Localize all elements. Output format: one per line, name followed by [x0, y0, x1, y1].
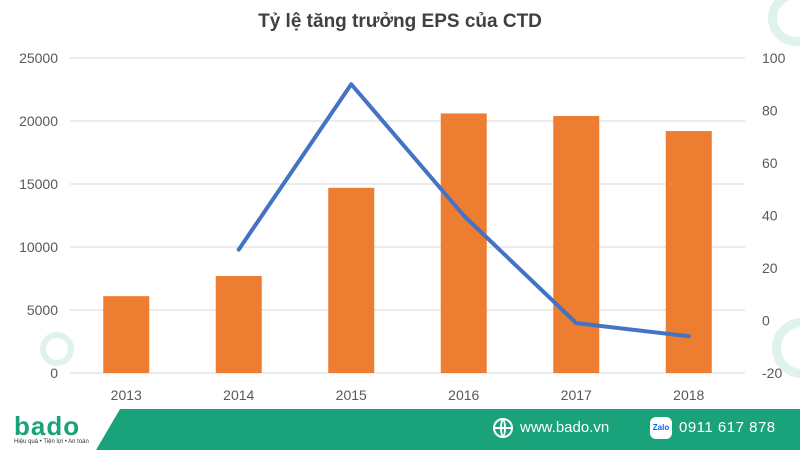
decorative-ring-left [40, 332, 74, 366]
line-point [238, 249, 240, 251]
bar [215, 275, 262, 373]
x-tick-label: 2015 [336, 387, 367, 403]
gridlines [70, 57, 745, 374]
x-tick-label: 2013 [111, 387, 142, 403]
y-left-tick-label: 15000 [19, 176, 58, 192]
line-point [688, 335, 690, 337]
line-series [236, 82, 691, 339]
bar-series [103, 113, 712, 374]
y-left-tick-label: 10000 [19, 239, 58, 255]
bar [440, 113, 487, 373]
x-tick-label: 2017 [561, 387, 592, 403]
y-right-tick-label: 100 [762, 50, 786, 66]
x-tick-label: 2016 [448, 387, 479, 403]
globe-icon [493, 418, 513, 438]
chart-title: Tỷ lệ tăng trưởng EPS của CTD [258, 11, 542, 32]
y-left-tick-label: 25000 [19, 50, 58, 66]
y-right-tick-label: 20 [762, 260, 778, 276]
phone-number[interactable]: 0911 617 878 [679, 419, 776, 436]
zalo-icon: Zalo [650, 417, 672, 439]
y-left-tick-label: 0 [50, 365, 58, 381]
y-left-tick-label: 20000 [19, 113, 58, 129]
y-right-tick-label: -20 [762, 365, 782, 381]
line-point [350, 83, 352, 85]
website-link[interactable]: www.bado.vn [520, 419, 610, 436]
logo-text: bado [14, 411, 81, 441]
logo-tagline: Hiệu quả • Tiện lợi • An toàn [14, 439, 89, 445]
eps-growth-chart: Tỷ lệ tăng trưởng EPS của CTD 0500010000… [19, 11, 786, 403]
x-tick-label: 2018 [673, 387, 704, 403]
axes: 0 5000 10000 15000 20000 25000 -20 0 20 40 60 80 100… [19, 50, 786, 403]
decorative-ring-top-right [768, 0, 800, 46]
y-left-tick-label: 5000 [27, 302, 58, 318]
line-point [575, 322, 577, 324]
bar [103, 296, 150, 373]
y-right-tick-label: 40 [762, 208, 778, 224]
bar [553, 115, 600, 374]
y-right-tick-label: 0 [762, 313, 770, 329]
decorative-ring-right [772, 318, 800, 378]
y-right-tick-label: 60 [762, 155, 778, 171]
x-tick-label: 2014 [223, 387, 254, 403]
logo[interactable]: bado Hiệu quả • Tiện lợi • An toàn [0, 409, 120, 450]
footer-bar: bado Hiệu quả • Tiện lợi • An toàn www.b… [0, 409, 800, 450]
bar [328, 187, 375, 373]
line-point [463, 215, 465, 216]
y-right-tick-label: 80 [762, 103, 778, 119]
